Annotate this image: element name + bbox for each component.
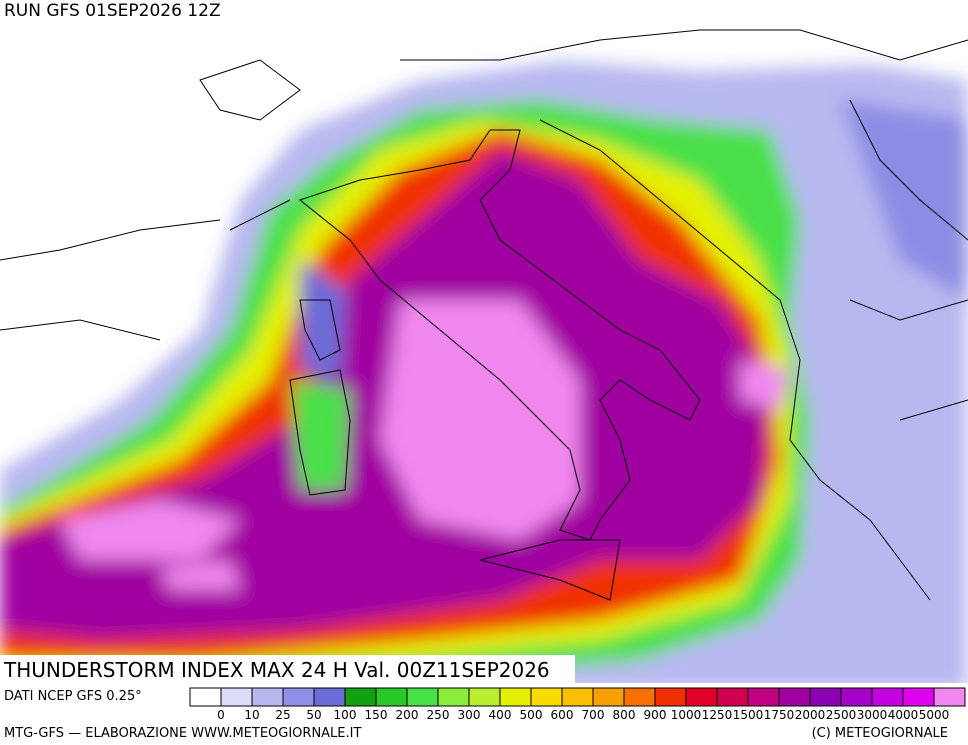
colorbar-box [437, 687, 470, 707]
colorbar-label: 5000 [919, 708, 950, 722]
colorbar-label: 600 [551, 708, 574, 722]
colorbar-label: 25 [275, 708, 290, 722]
colorbar-label: 1500 [733, 708, 764, 722]
colorbar-box [282, 687, 315, 707]
colorbar-box [716, 687, 749, 707]
colorbar-box [406, 687, 439, 707]
colorbar-box [623, 687, 656, 707]
colorbar-label: 100 [334, 708, 357, 722]
colorbar-box [871, 687, 904, 707]
colorbar-box [220, 687, 253, 707]
colorbar-box [251, 687, 284, 707]
coastlines [0, 29, 968, 601]
colorbar-box [654, 687, 687, 707]
colorbar-label: 150 [365, 708, 388, 722]
producer-label: MTG-GFS — ELABORAZIONE WWW.METEOGIORNALE… [4, 726, 361, 741]
colorbar-label: 400 [489, 708, 512, 722]
colorbar-box [189, 687, 222, 707]
colorbar-box [530, 687, 563, 707]
title-box [0, 655, 575, 683]
colorbar-label: 300 [458, 708, 481, 722]
colorbar-label: 10 [244, 708, 259, 722]
colorbar-label: 3000 [857, 708, 888, 722]
colorbar: 0 10 25 50 100 150 200 250 300 400 500 600 700 800 900… [189, 687, 966, 722]
colorbar-box [809, 687, 842, 707]
colorbar-label: 1750 [764, 708, 795, 722]
source-label: DATI NCEP GFS 0.25° [4, 689, 142, 704]
colorbar-label: 250 [427, 708, 450, 722]
colorbar-label: 2500 [826, 708, 857, 722]
colorbar-label: 0 [217, 708, 225, 722]
colorbar-label: 700 [582, 708, 605, 722]
colorbar-box [313, 687, 346, 707]
colorbar-label: 4000 [888, 708, 919, 722]
map-title: THUNDERSTORM INDEX MAX 24 H Val. 00Z11SE… [3, 658, 550, 682]
colorbar-box [561, 687, 594, 707]
colorbar-box [592, 687, 625, 707]
colorbar-box [685, 687, 718, 707]
colorbar-label: 500 [520, 708, 543, 722]
credit-label: (C) METEOGIORNALE [812, 726, 948, 741]
colorbar-label: 1000 [671, 708, 702, 722]
colorbar-box [902, 687, 935, 707]
colorbar-box [468, 687, 501, 707]
colorbar-box [344, 687, 377, 707]
colorbar-box [840, 687, 873, 707]
colorbar-box [375, 687, 408, 707]
colorbar-label: 900 [644, 708, 667, 722]
colorbar-box [499, 687, 532, 707]
colorbar-label: 50 [306, 708, 321, 722]
colorbar-box [747, 687, 780, 707]
colorbar-label: 800 [613, 708, 636, 722]
colorbar-box [933, 687, 966, 707]
colorbar-label: 2000 [795, 708, 826, 722]
map-field [0, 0, 968, 690]
colorbar-box [778, 687, 811, 707]
colorbar-label: 1250 [702, 708, 733, 722]
run-label: RUN GFS 01SEP2026 12Z [4, 1, 221, 21]
colorbar-label: 200 [396, 708, 419, 722]
